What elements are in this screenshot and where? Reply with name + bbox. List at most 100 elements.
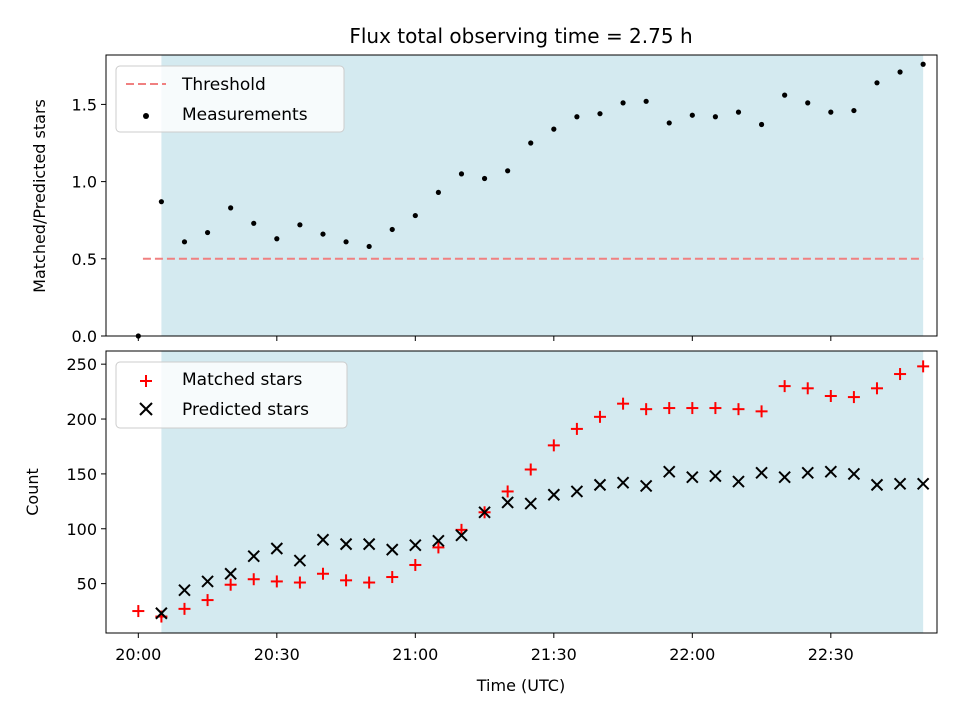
predicted-star-point (893, 477, 907, 490)
predicted-star-point (639, 479, 653, 493)
bottom-ytick-label: 50 (77, 575, 97, 594)
matched-star-point (570, 422, 583, 435)
predicted-star-stroke-b (201, 575, 214, 588)
predicted-star-stroke-b (709, 469, 722, 483)
predicted-star-point (709, 469, 722, 483)
predicted-star-point (732, 475, 745, 488)
top-legend: Threshold Measurements (115, 65, 345, 133)
predicted-star-point (362, 537, 376, 551)
matched-star-point (824, 389, 837, 402)
measurement-point (389, 226, 395, 233)
matched-star-point (732, 403, 745, 416)
predicted-star-point (201, 575, 214, 588)
measurement-point (528, 140, 534, 146)
predicted-star-stroke-b (478, 506, 491, 519)
predicted-star-point (409, 539, 422, 552)
matched-star-point (593, 410, 606, 423)
predicted-star-stroke-b (616, 476, 630, 489)
bottom-xtick-label: 22:00 (669, 645, 715, 664)
top-ytick-label: 0.5 (72, 250, 97, 269)
measurement-point (920, 61, 926, 67)
bottom-panel-frame (105, 350, 938, 634)
predicted-star-stroke-b (270, 542, 284, 555)
measurement-point (874, 80, 880, 86)
legend-matched-label: Matched stars (182, 370, 302, 390)
measurement-point (782, 92, 788, 98)
legend-matched-swatch (140, 375, 152, 387)
predicted-star-point (801, 466, 814, 480)
measurement-point (297, 222, 303, 228)
bottom-legend-box (115, 361, 348, 429)
predicted-star-stroke-b (501, 496, 514, 509)
matched-star-point (293, 576, 306, 589)
predicted-star-point (247, 549, 260, 563)
measurement-point (551, 126, 557, 132)
predicted-star-point (293, 554, 307, 567)
matched-star-point (270, 575, 283, 588)
predicted-star-point (224, 567, 237, 580)
predicted-star-stroke-b (293, 554, 307, 567)
predicted-star-point (593, 478, 607, 492)
measurement-point (412, 212, 418, 219)
matched-star-point (755, 405, 768, 418)
matched-star-point (501, 485, 514, 498)
predicted-star-stroke-b (801, 466, 814, 480)
predicted-star-point (616, 476, 630, 489)
matched-star-point (386, 571, 399, 584)
predicted-star-point (547, 488, 561, 501)
measurement-point (320, 231, 326, 237)
predicted-star-point (870, 478, 884, 492)
predicted-star-stroke-b (339, 537, 353, 551)
measurement-point (897, 69, 903, 75)
predicted-star-point (686, 470, 699, 484)
measurement-point (712, 114, 719, 120)
matched-star-point (432, 541, 445, 554)
measurement-point (343, 239, 349, 245)
measurement-point (758, 121, 765, 128)
predicted-star-point (270, 542, 284, 555)
matched-star-point (524, 463, 537, 476)
predicted-star-stroke-b (663, 465, 676, 478)
bottom-ytick-label: 250 (66, 355, 97, 374)
matched-star-point (801, 382, 814, 395)
measurement-point (828, 109, 834, 115)
measurement-point (458, 171, 465, 177)
matched-star-point (778, 380, 791, 393)
matched-star-point (224, 578, 237, 591)
matched-star-point (247, 573, 260, 586)
measurement-point (574, 114, 580, 120)
predicted-star-stroke-b (593, 478, 607, 492)
bottom-ytick-label: 150 (66, 465, 97, 484)
bottom-legend: Matched stars Predicted stars (115, 361, 348, 429)
predicted-star-point (432, 534, 445, 548)
bottom-xtick-label: 20:30 (254, 645, 300, 664)
x-axis-label: Time (UTC) (476, 676, 565, 695)
matched-star-point (340, 574, 353, 587)
chart-title: Flux total observing time = 2.75 h (349, 24, 692, 48)
predicted-star-stroke-b (870, 478, 884, 492)
predicted-star-point (178, 583, 191, 597)
predicted-star-stroke-b (409, 539, 422, 552)
predicted-star-point (916, 477, 930, 490)
predicted-star-point (339, 537, 353, 551)
matched-star-point (455, 523, 468, 536)
measurement-point (435, 189, 441, 196)
predicted-star-point (847, 467, 861, 481)
predicted-star-stroke-b (824, 465, 838, 478)
predicted-star-point (755, 466, 768, 480)
legend-measurements-label: Measurements (182, 105, 308, 125)
measurement-point (481, 175, 488, 182)
top-panel: 0.0 0.5 1.0 1.5 Matched/Predicted stars Thr… (30, 54, 938, 346)
predicted-star-stroke-b (916, 477, 930, 490)
legend-threshold-label: Threshold (181, 75, 266, 95)
measurement-point (597, 111, 603, 117)
bottom-panel: 50 100 150 200 250 20:00 20:30 21:00 21:30 22:00… (23, 350, 938, 695)
predicted-star-point (316, 533, 330, 546)
bottom-xtick-label: 20:00 (115, 645, 161, 664)
top-legend-box (115, 65, 345, 133)
predicted-star-stroke-b (455, 529, 468, 542)
measurement-point (505, 168, 511, 174)
predicted-star-point (824, 465, 838, 478)
predicted-star-stroke-b (178, 583, 191, 597)
